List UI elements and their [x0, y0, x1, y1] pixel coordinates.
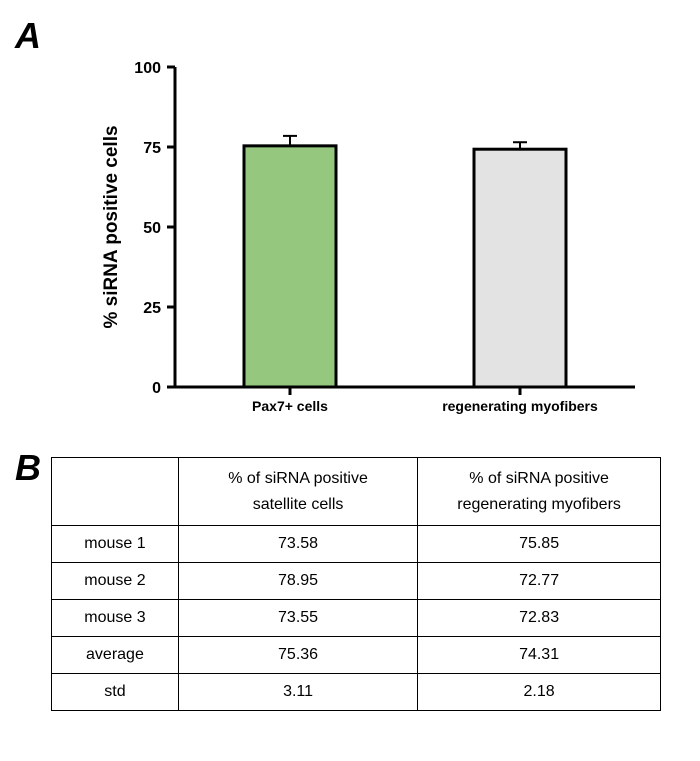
panel-a: A 0255075100% siRNA positive cellsPax7+ …: [15, 15, 685, 447]
table-row: average75.3674.31: [52, 637, 661, 674]
svg-text:75: 75: [143, 140, 161, 157]
table-header-cell: [52, 458, 179, 526]
svg-text:0: 0: [152, 380, 161, 397]
bar-chart-svg: 0 25 50 75 100 % siRNA positive cells Pax7+ ce…: [95, 47, 655, 447]
table-cell: 75.36: [178, 637, 417, 674]
table-row: mouse 173.5875.85: [52, 526, 661, 563]
table-row: mouse 278.9572.77: [52, 563, 661, 600]
bar: [244, 146, 336, 387]
table-cell: mouse 2: [52, 563, 179, 600]
table-cell: 72.83: [418, 600, 661, 637]
table-cell: mouse 3: [52, 600, 179, 637]
table-header-cell: % of siRNA positivesatellite cells: [178, 458, 417, 526]
table-cell: std: [52, 674, 179, 711]
svg-text:25: 25: [143, 300, 161, 317]
panel-b-label: B: [15, 447, 41, 489]
table-cell: 72.77: [418, 563, 661, 600]
svg-text:50: 50: [143, 220, 161, 237]
table-cell: mouse 1: [52, 526, 179, 563]
table-cell: 3.11: [178, 674, 417, 711]
bar-chart: 0 25 50 75 100 % siRNA positive cells Pax7+ ce…: [95, 47, 685, 447]
table-cell: 2.18: [418, 674, 661, 711]
figure-container: A 0255075100% siRNA positive cellsPax7+ …: [15, 15, 685, 711]
svg-text:100: 100: [134, 60, 161, 77]
data-table-wrap: % of siRNA positivesatellite cells% of s…: [51, 457, 661, 711]
table-cell: 73.58: [178, 526, 417, 563]
table-row: mouse 373.5572.83: [52, 600, 661, 637]
table-cell: 73.55: [178, 600, 417, 637]
bar: [474, 149, 566, 387]
table-header-cell: % of siRNA positiveregenerating myofiber…: [418, 458, 661, 526]
table-cell: 74.31: [418, 637, 661, 674]
svg-text:Pax7+ cells: Pax7+ cells: [252, 398, 328, 414]
panel-b: B % of siRNA positivesatellite cells% of…: [15, 447, 685, 711]
svg-text:% siRNA positive cells: % siRNA positive cells: [101, 125, 122, 328]
svg-text:regenerating myofibers: regenerating myofibers: [442, 398, 598, 414]
table-cell: 75.85: [418, 526, 661, 563]
data-table: % of siRNA positivesatellite cells% of s…: [51, 457, 661, 711]
table-row: std3.112.18: [52, 674, 661, 711]
table-cell: average: [52, 637, 179, 674]
table-cell: 78.95: [178, 563, 417, 600]
